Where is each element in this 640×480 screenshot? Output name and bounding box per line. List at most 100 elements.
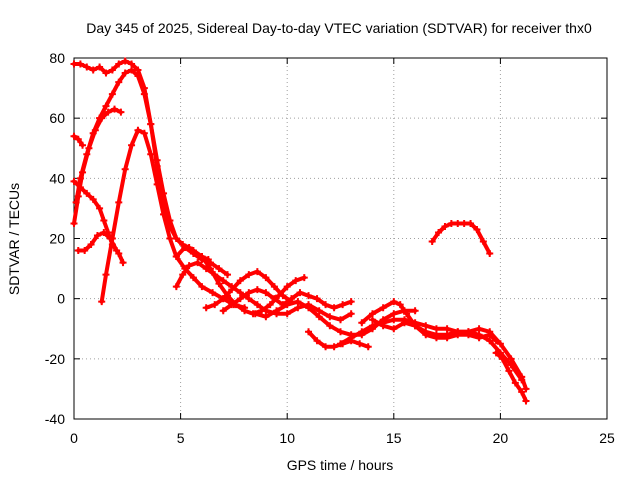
data-point-marker (219, 295, 227, 303)
data-point-marker (108, 66, 116, 74)
data-point-marker (79, 168, 87, 176)
data-point-marker (443, 334, 451, 342)
data-point-marker (215, 280, 223, 288)
series-line (430, 221, 492, 256)
data-point-marker (194, 259, 202, 267)
data-point-marker (102, 271, 110, 279)
data-point-marker (496, 340, 504, 348)
data-point-marker (83, 189, 91, 197)
y-tick-label: 80 (49, 50, 65, 66)
plot-frame (73, 57, 608, 420)
data-point-marker (253, 268, 261, 276)
data-point-marker (134, 126, 142, 134)
data-point-marker (128, 66, 136, 74)
data-point-marker (270, 283, 278, 291)
data-point-marker (140, 129, 148, 137)
data-point-marker (347, 310, 355, 318)
data-point-marker (198, 253, 206, 261)
data-point-marker (390, 310, 398, 318)
data-point-marker (113, 247, 121, 255)
data-point-marker (108, 235, 116, 242)
x-axis-label: GPS time / hours (287, 457, 394, 473)
data-point-marker (70, 219, 78, 227)
y-tick-label: 0 (57, 291, 65, 307)
x-tick-label: 10 (279, 430, 295, 446)
y-tick-label: 20 (49, 231, 65, 247)
data-point-marker (441, 222, 449, 230)
data-point-marker (300, 274, 308, 282)
data-point-marker (83, 63, 91, 71)
data-point-marker (518, 373, 526, 381)
data-point-marker (522, 385, 530, 393)
data-point-marker (473, 225, 481, 233)
data-point-marker (74, 247, 82, 255)
data-point-marker (443, 325, 451, 333)
data-point-marker (76, 60, 84, 68)
data-point-marker (428, 238, 436, 246)
data-point-marker (464, 331, 472, 339)
data-point-marker (115, 60, 123, 68)
data-point-marker (447, 219, 455, 227)
data-point-marker (74, 192, 82, 200)
data-point-marker (241, 307, 249, 315)
data-point-marker (121, 165, 129, 173)
series-arc-17 (428, 219, 494, 258)
data-point-marker (262, 289, 270, 297)
series-line (74, 68, 230, 277)
data-point-marker (153, 180, 161, 188)
data-point-marker (422, 322, 430, 330)
data-point-marker (283, 283, 291, 291)
data-point-marker (228, 301, 236, 309)
data-point-marker (166, 216, 174, 224)
series-line (99, 128, 247, 310)
data-point-marker (460, 219, 468, 227)
data-point-marker (368, 322, 376, 330)
data-point-marker (100, 216, 108, 224)
data-series (70, 57, 530, 405)
data-point-marker (492, 349, 500, 357)
y-tick-label: 60 (49, 110, 65, 126)
data-point-marker (96, 204, 104, 212)
data-point-marker (337, 328, 344, 336)
data-point-marker (100, 228, 108, 236)
data-point-marker (432, 325, 440, 333)
data-point-marker (422, 331, 430, 339)
data-point-marker (70, 132, 78, 140)
x-tick-label: 25 (599, 430, 615, 446)
data-point-marker (91, 126, 99, 134)
data-point-marker (270, 295, 278, 303)
data-point-marker (189, 274, 197, 282)
data-point-marker (326, 313, 334, 321)
data-point-marker (322, 301, 330, 309)
series-arc-9 (172, 244, 308, 318)
data-point-marker (102, 69, 110, 77)
data-point-marker (98, 298, 106, 306)
data-point-marker (189, 247, 197, 255)
data-point-marker (390, 325, 398, 333)
data-point-marker (294, 304, 302, 312)
data-point-marker (379, 304, 387, 312)
data-point-marker (322, 343, 330, 351)
y-axis-label: SDTVAR / TECUs (6, 183, 22, 295)
data-point-marker (262, 313, 270, 321)
data-point-marker (511, 379, 519, 387)
data-point-marker (486, 337, 494, 345)
data-point-marker (492, 337, 500, 345)
chart-title: Day 345 of 2025, Sidereal Day-to-day VTE… (86, 20, 592, 36)
data-point-marker (147, 150, 155, 158)
data-point-marker (337, 340, 344, 348)
data-point-marker (140, 90, 148, 98)
data-point-marker (505, 367, 513, 375)
x-tick-label: 20 (493, 430, 509, 446)
data-point-marker (287, 295, 295, 303)
data-point-marker (313, 295, 321, 303)
data-point-marker (454, 331, 462, 339)
data-point-marker (115, 78, 123, 86)
data-point-marker (128, 141, 136, 149)
data-point-marker (228, 286, 236, 294)
data-point-marker (326, 322, 334, 330)
data-point-marker (347, 298, 355, 306)
data-point-marker (96, 63, 104, 71)
data-point-marker (185, 262, 193, 270)
